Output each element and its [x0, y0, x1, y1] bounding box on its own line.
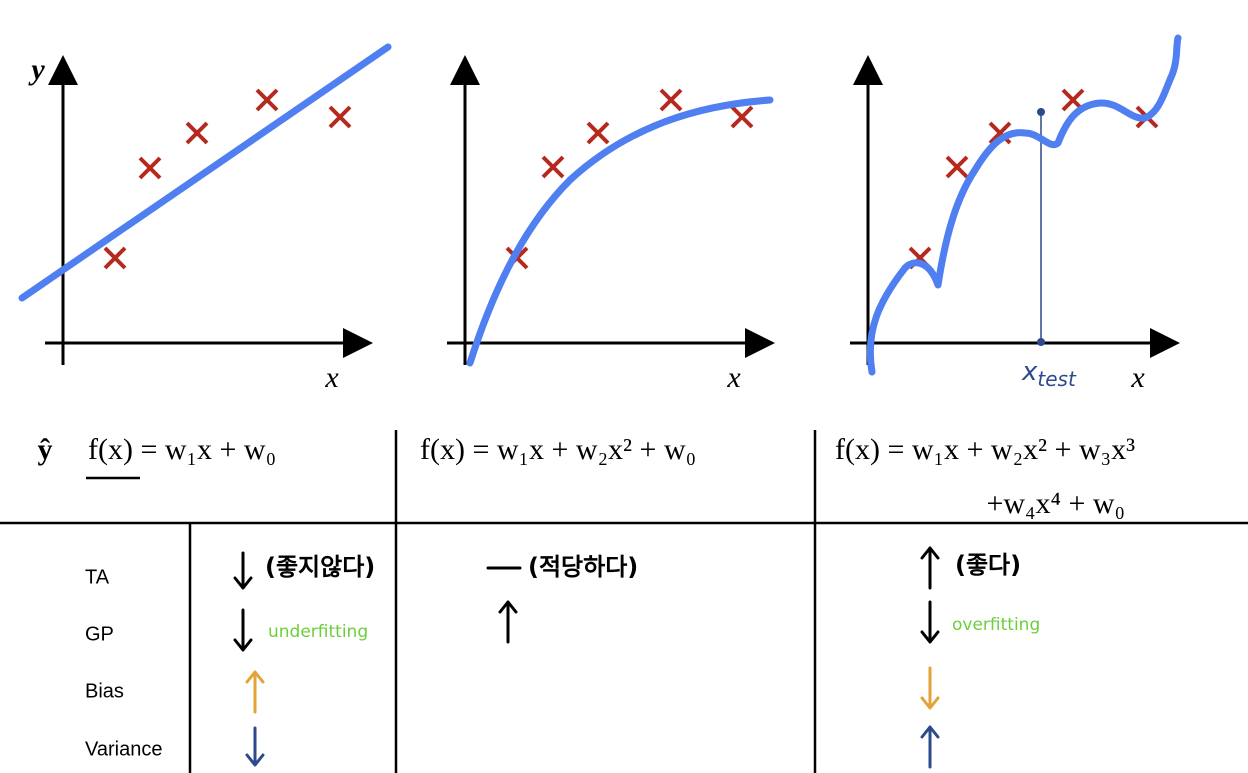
arrow-down: [233, 608, 253, 652]
arrow-up: [920, 546, 940, 590]
fit-line: [18, 43, 392, 302]
crosses: [505, 88, 754, 270]
note: (적당하다): [528, 553, 638, 581]
arrow-down: [245, 726, 265, 767]
formula: f(x) = w₁x + w₂x² + w₀: [420, 433, 696, 466]
hat-label: ŷ: [38, 433, 53, 466]
formula: f(x) = w₁x + w₀: [88, 433, 276, 466]
row-label: GP: [85, 623, 114, 645]
plot-quadratic: x: [447, 55, 775, 394]
arrow-up: [920, 725, 940, 769]
row-label: Bias: [85, 680, 124, 702]
x-label: x: [726, 361, 741, 394]
plot-linear: y x: [18, 43, 392, 394]
arrow-down: [920, 666, 940, 710]
arrow-up: [498, 600, 518, 644]
note: (좋다): [955, 551, 1021, 579]
arrow-down: [233, 551, 253, 590]
test-label: xtest: [1021, 357, 1077, 391]
formula: f(x) = w₁x + w₂x² + w₃x³: [835, 433, 1135, 466]
test-dot: [1037, 338, 1045, 346]
x-label: x: [324, 361, 339, 394]
note: (좋지않다): [265, 553, 375, 581]
test-dot: [1037, 108, 1045, 116]
fit-curve: [466, 96, 774, 367]
plot-polynomial: xtest x: [850, 34, 1182, 394]
note: underfitting: [268, 622, 368, 642]
fit-curve: [866, 34, 1182, 376]
x-label: x: [1130, 361, 1145, 394]
formula: +w₄x⁴ + w₀: [986, 487, 1125, 520]
crosses: [103, 88, 352, 270]
arrow-up: [245, 670, 265, 714]
row-label: Variance: [85, 738, 162, 760]
arrow-down: [920, 600, 940, 644]
y-label: y: [28, 53, 45, 86]
row-label: TA: [85, 566, 110, 588]
note: overfitting: [952, 615, 1040, 635]
